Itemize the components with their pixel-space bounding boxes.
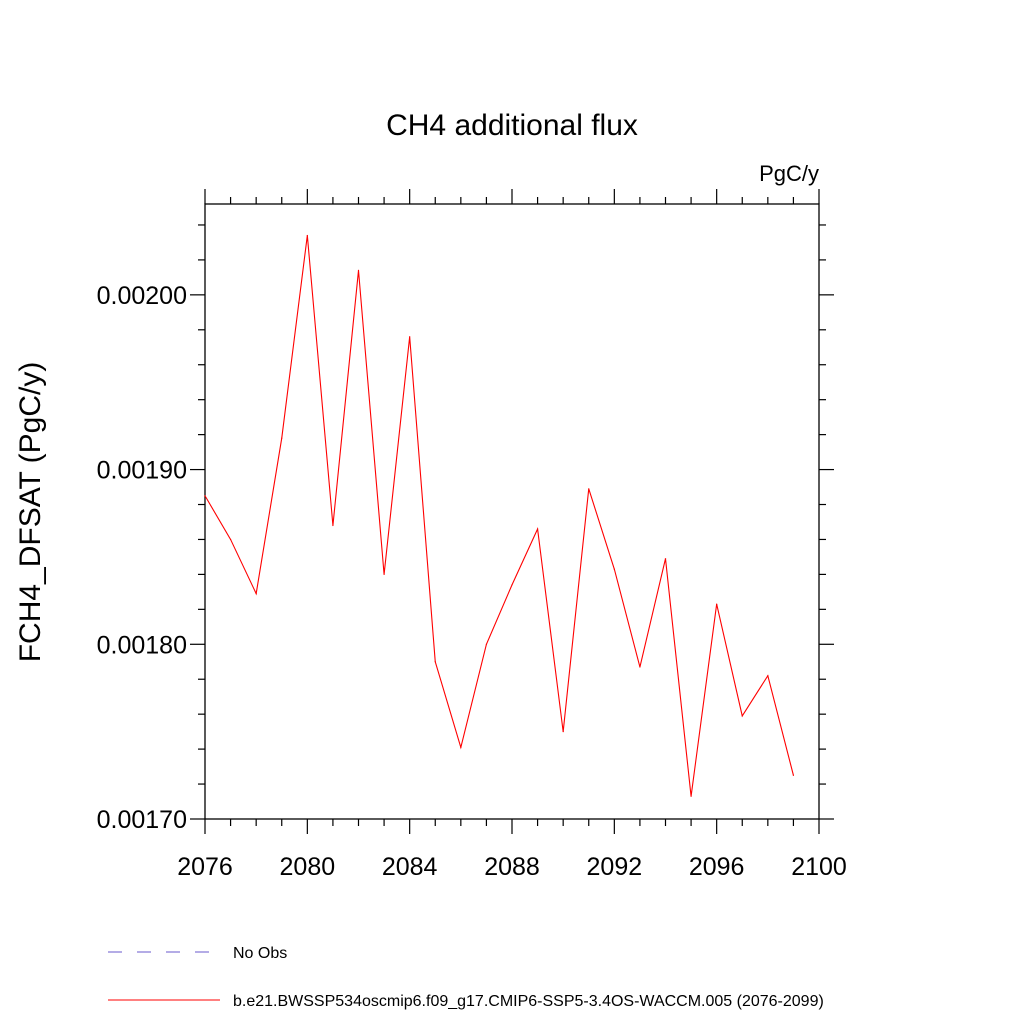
y-tick-label: 0.00180 <box>97 631 187 659</box>
series-line-0 <box>204 235 794 797</box>
data-point <box>409 336 411 338</box>
x-tick-label: 2096 <box>689 853 745 881</box>
data-point <box>588 488 590 490</box>
data-point <box>229 538 232 541</box>
y-tick-label: 0.00190 <box>97 457 187 485</box>
data-point <box>716 603 718 605</box>
data-point <box>613 568 615 570</box>
data-point <box>460 746 462 748</box>
data-point <box>306 234 308 237</box>
y-tick-label: 0.00170 <box>97 806 187 834</box>
x-tick-label: 2084 <box>382 853 438 881</box>
y-tick-label: 0.00200 <box>97 282 187 310</box>
data-point <box>562 731 564 733</box>
series-layer <box>204 234 795 797</box>
x-tick-label: 2092 <box>587 853 643 881</box>
data-point <box>281 437 283 439</box>
units-label: PgC/y <box>759 161 819 186</box>
plot-frame <box>204 203 820 820</box>
chart-title: CH4 additional flux <box>386 109 638 142</box>
data-point <box>741 715 743 717</box>
data-point <box>664 558 667 560</box>
data-point <box>332 524 334 527</box>
x-tick-label: 2080 <box>280 853 336 881</box>
legend-label-no-obs: No Obs <box>233 945 287 962</box>
data-point <box>792 774 795 776</box>
legend-label-model-run: b.e21.BWSSP534oscmip6.f09_g17.CMIP6-SSP5… <box>233 993 824 1010</box>
data-point <box>767 675 769 677</box>
data-point <box>357 269 360 271</box>
data-point <box>690 795 692 797</box>
data-point <box>511 584 513 586</box>
y-axis-label: FCH4_DFSAT (PgC/y) <box>14 362 47 663</box>
data-point <box>255 593 257 595</box>
x-tick-label: 2100 <box>791 853 847 881</box>
data-point <box>434 661 436 663</box>
data-point <box>485 643 488 645</box>
data-point <box>383 573 385 576</box>
x-tick-label: 2088 <box>484 853 540 881</box>
axis-ticks: 2076 2080 2084 2088 2092 2096 2100 0.00170 0.001… <box>97 189 847 881</box>
x-tick-label: 2076 <box>177 853 233 881</box>
data-point <box>536 528 539 530</box>
data-point <box>204 495 206 497</box>
data-point <box>639 666 641 668</box>
legend: No Obs b.e21.BWSSP534oscmip6.f09_g17.CMI… <box>108 945 824 1010</box>
